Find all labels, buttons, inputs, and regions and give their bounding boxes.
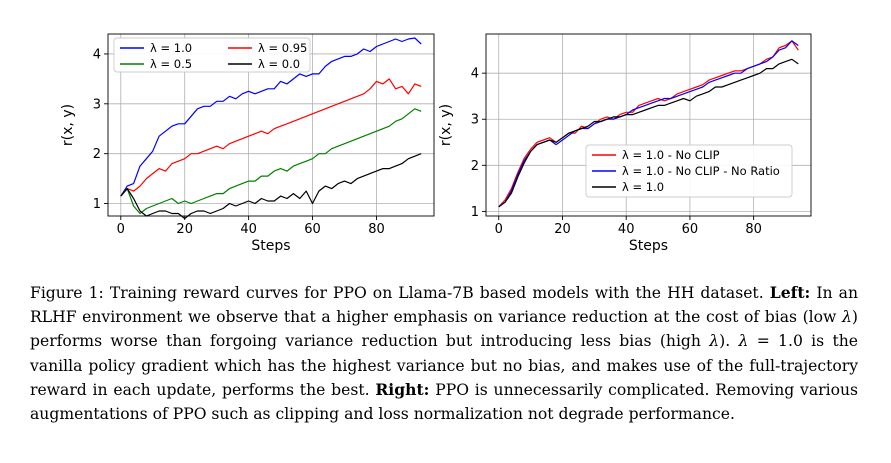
- chart1-xtick-label: 80: [745, 222, 762, 237]
- chart0-ytick-label: 1: [93, 197, 101, 212]
- chart0-xtick-label: 0: [117, 222, 125, 237]
- caption-label: Figure 1:: [30, 284, 104, 302]
- caption-text-1: In an RLHF environment we observe that a…: [30, 284, 858, 327]
- chart0-xtick-label: 20: [176, 222, 193, 237]
- chart1-ytick-label: 4: [471, 67, 479, 82]
- chart0-legend-label-0: λ = 1.0: [150, 41, 192, 55]
- chart1-ytick-label: 2: [471, 159, 479, 174]
- caption-lambda-2: λ: [709, 332, 720, 351]
- chart1-series-2-line: [498, 58, 799, 208]
- figure-caption: Figure 1: Training reward curves for PPO…: [30, 281, 858, 426]
- chart0-series-0-line: [120, 37, 422, 197]
- caption-intro: Training reward curves for PPO on Llama-…: [103, 284, 770, 302]
- chart1-xtick-label: 40: [618, 222, 635, 237]
- chart0-legend-label-3: λ = 0.0: [258, 57, 300, 71]
- chart0-xtick-label: 80: [368, 222, 385, 237]
- chart0-series-1-line: [120, 78, 422, 197]
- chart0-legend-label-1: λ = 0.95: [258, 41, 307, 55]
- right-chart: 0 20 40 60 80 1 2 3 4 Steps r(x, y) λ = 1.0 - No CL…: [438, 33, 812, 254]
- caption-text-3: ).: [719, 332, 739, 351]
- caption-left-heading: Left:: [769, 283, 811, 302]
- chart1-xlabel: Steps: [629, 238, 668, 254]
- caption-text-4: = 1.0 is the vanilla policy gradient whi…: [30, 332, 858, 399]
- chart0-legend-box: [113, 37, 311, 73]
- chart0-frame: [107, 33, 435, 217]
- chart1-frame: [485, 33, 812, 217]
- chart0-series-2-line: [120, 108, 422, 215]
- caption-text-2: ) performs worse than forgoing variance …: [30, 308, 858, 351]
- left-chart: 0 20 40 60 80 1 2 3 4 Steps r(x, y) λ = 1.0 λ = 0.95…: [60, 33, 435, 254]
- caption-right-heading: Right:: [375, 379, 430, 399]
- caption-lambda-1: λ: [842, 308, 852, 327]
- chart0-xtick-label: 60: [304, 222, 321, 237]
- chart1-xtick-label: 0: [495, 222, 503, 237]
- chart1-ytick-label: 3: [471, 113, 479, 128]
- chart0-series-3-line: [120, 153, 422, 220]
- chart0-ylabel: r(x, y): [60, 104, 76, 146]
- chart1-legend-label-2: λ = 1.0: [622, 180, 664, 194]
- chart0-legend-label-2: λ = 0.5: [150, 57, 192, 71]
- chart1-legend-label-1: λ = 1.0 - No CLIP - No Ratio: [622, 164, 780, 178]
- chart0-ytick-label: 2: [93, 147, 101, 162]
- chart0-ytick-label: 3: [93, 97, 101, 112]
- chart1-legend-label-0: λ = 1.0 - No CLIP: [622, 148, 720, 162]
- chart0-ytick-label: 4: [93, 47, 101, 62]
- chart1-xtick-label: 20: [554, 222, 571, 237]
- caption-text-5: PPO is unnecessarily complicated. Removi…: [30, 380, 858, 424]
- chart1-ytick-label: 1: [471, 205, 479, 220]
- caption-lambda-3: λ: [738, 332, 749, 351]
- chart1-legend-box: [585, 144, 793, 198]
- chart1-xtick-label: 60: [682, 222, 699, 237]
- chart0-xlabel: Steps: [251, 238, 290, 254]
- chart1-ylabel: r(x, y): [438, 104, 454, 146]
- chart0-xtick-label: 40: [240, 222, 257, 237]
